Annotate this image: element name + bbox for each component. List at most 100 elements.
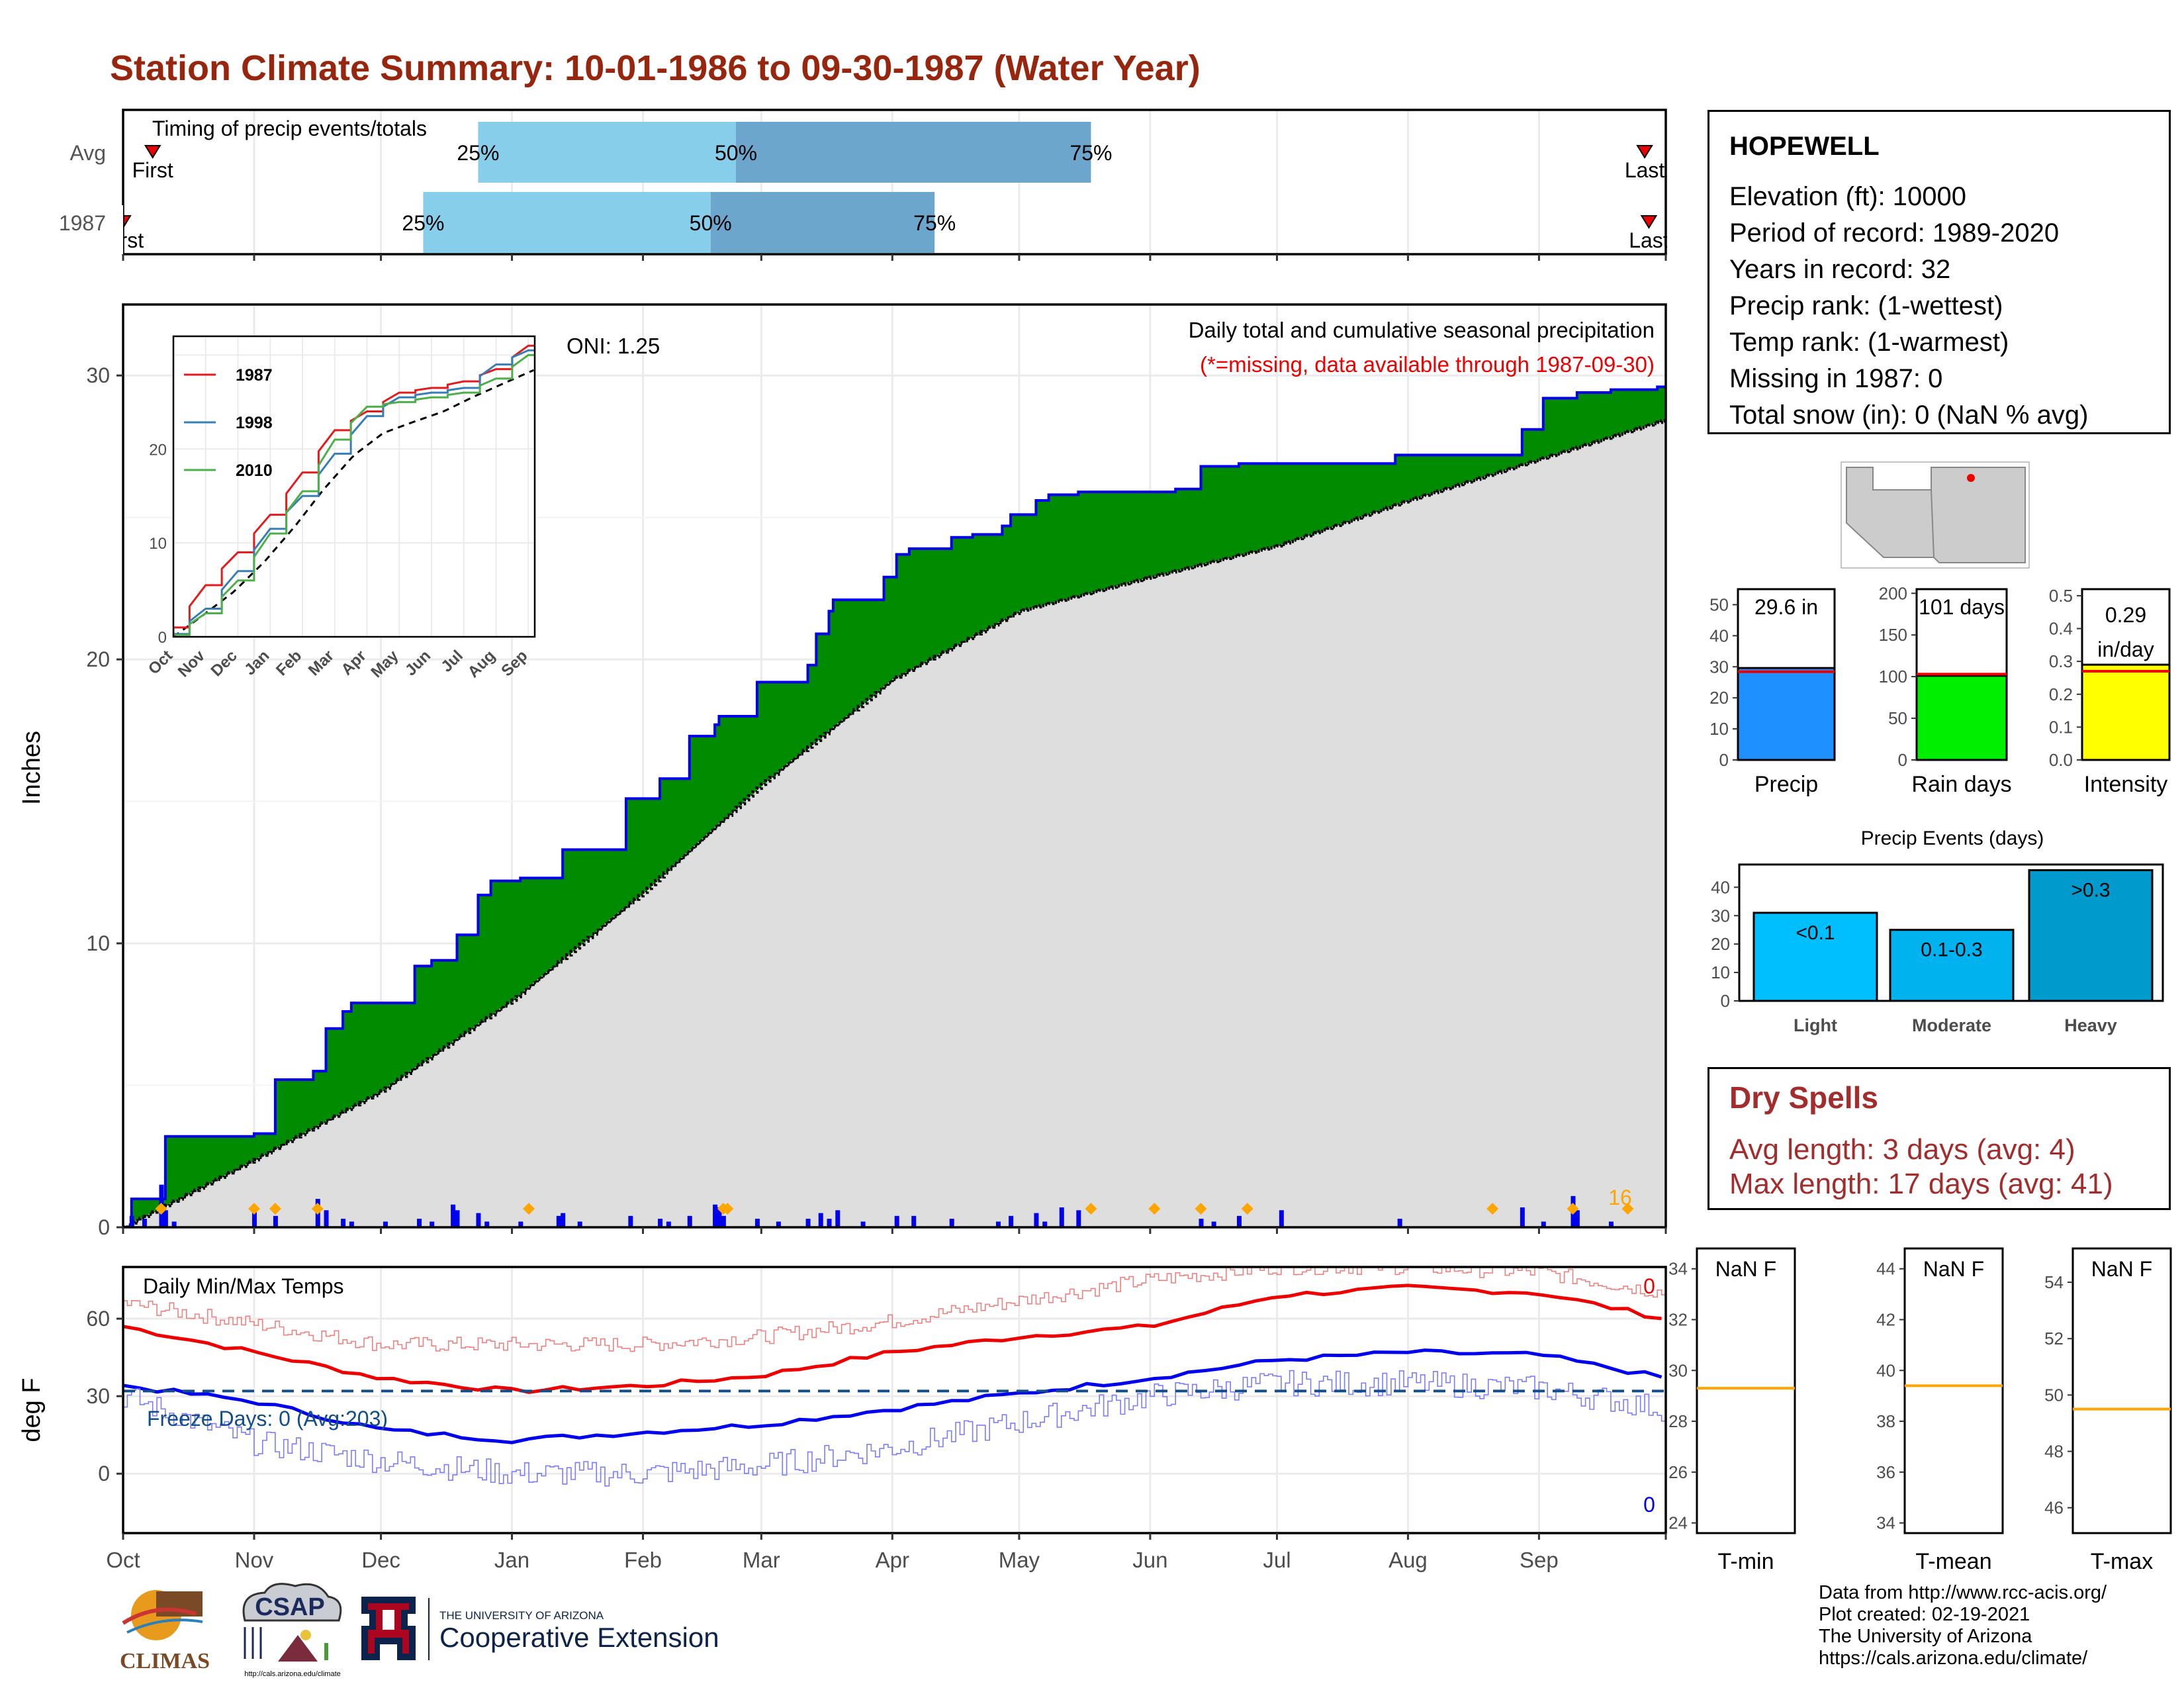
csap-logo: CSAP http://cals.arizona.edu/climate (242, 1583, 342, 1678)
events-ytick-label: 40 (1711, 877, 1730, 897)
timing-bar-50-75 (710, 192, 935, 253)
highlight-diamond (311, 1203, 324, 1215)
precip-ytick-label: 30 (86, 363, 110, 387)
inset-ytick-label: 10 (149, 535, 167, 553)
precip-ytick-label: 10 (86, 931, 110, 955)
last-event-label: Last (1625, 158, 1665, 182)
temp-title: Daily Min/Max Temps (143, 1274, 343, 1298)
temp-box-ytick-label: 34 (1668, 1259, 1688, 1279)
daily-precip-bar (1541, 1221, 1546, 1227)
inset-series-line-2010 (173, 353, 535, 637)
month-label: Jun (1132, 1548, 1167, 1572)
daily-precip-bar (1520, 1207, 1525, 1227)
summary-ytick-label: 20 (1709, 688, 1729, 708)
temp-box-ytick-label: 48 (2044, 1442, 2064, 1462)
max-temp-count: 0 (1643, 1274, 1655, 1298)
daily-precip-bar (776, 1221, 781, 1227)
temp-grid (122, 1267, 1667, 1533)
summary-ytick-label: 0 (1719, 750, 1729, 770)
last-event-marker (1640, 215, 1658, 229)
climas-logo-text: CLIMAS (120, 1649, 210, 1673)
temp-box-value: NaN F (1923, 1257, 1984, 1281)
daily-precip-bar (455, 1210, 460, 1227)
daily-precip-bar (129, 1215, 134, 1227)
percentile-label-p50: 50% (715, 141, 757, 165)
events-ytick-label: 20 (1711, 934, 1730, 954)
temp-line-max (123, 1267, 1666, 1352)
highlight-diamond (1567, 1203, 1579, 1215)
inset-ytick-label: 20 (149, 441, 167, 459)
ua-line1: THE UNIVERSITY OF ARIZONA (439, 1609, 604, 1622)
precip-title: Daily total and cumulative seasonal prec… (1189, 318, 1655, 342)
inset-ytick-label: 0 (158, 629, 167, 647)
station-elevation: Elevation (ft): 10000 (1729, 182, 1966, 211)
precip-ylabel: Inches (18, 731, 46, 805)
timing-bars (114, 122, 1658, 253)
daily-precip-bar (1397, 1219, 1402, 1227)
summary-ytick-label: 0.0 (2049, 750, 2073, 770)
min-temp-count: 0 (1643, 1493, 1655, 1517)
timing-bar-25-50 (478, 122, 737, 183)
events-ytick-label: 10 (1711, 962, 1730, 982)
highlight-diamond (1085, 1203, 1097, 1215)
summary-ytick-label: 0.3 (2049, 651, 2073, 671)
highlight-diamond (1195, 1203, 1207, 1215)
observed-cumulative-line (123, 385, 1666, 1227)
temp-box (1903, 1247, 2004, 1534)
events-category-label: Light (1794, 1015, 1837, 1035)
dry-spells-title: Dry Spells (1729, 1080, 1878, 1115)
summary-value-precip: 29.6 in (1754, 595, 1818, 619)
temp-line-avg-min (123, 1348, 1662, 1444)
credits: Data from http://www.rcc-acis.org/ Plot … (1819, 1582, 2107, 1669)
summary-ytick-label: 150 (1879, 625, 1907, 645)
precip-subtitle: (*=missing, data available through 1987-… (1200, 352, 1655, 377)
temp-box (2071, 1247, 2172, 1534)
summary-ytick-label: 50 (1888, 708, 1907, 728)
timing-left-mask (0, 205, 123, 254)
inset-xtick-label: Oct (145, 647, 176, 678)
temp-axes: 0 30 60 (86, 1307, 123, 1485)
inset-xtick-label: Apr (338, 647, 369, 679)
summary-value-intensity-unit: in/day (2097, 637, 2154, 661)
month-label: Jul (1263, 1548, 1291, 1572)
daily-precip-bar (818, 1213, 823, 1227)
temp-average-boxes: 24 26 28 30 32 34 NaN F T-min 34 36 38 40 42 44 NaN F T… (1668, 1247, 2172, 1574)
precip-frame (122, 303, 1667, 1229)
percentile-label-p75: 75% (913, 211, 956, 235)
percentile-label-p25: 25% (402, 211, 444, 235)
inset-xtick-label: Jun (402, 647, 434, 679)
summary-bar-intensity (2081, 663, 2171, 761)
station-name: HOPEWELL (1729, 132, 1880, 161)
csap-url: http://cals.arizona.edu/climate (244, 1670, 341, 1678)
credit-line: Plot created: 02-19-2021 (1819, 1604, 2030, 1625)
summary-ytick-label: 0 (1898, 750, 1907, 770)
precip-ytick-label: 20 (86, 647, 110, 671)
inset-xtick-label: Feb (273, 647, 305, 679)
month-axis: Oct Nov Dec Jan Feb Mar Apr May Jun Jul Aug Sep (106, 254, 1667, 1572)
daily-precip-bar (577, 1221, 582, 1227)
daily-precip-bar (860, 1221, 866, 1227)
daily-precip-bar (556, 1215, 561, 1227)
credit-line: https://cals.arizona.edu/climate/ (1819, 1648, 2088, 1669)
station-precip-rank: Precip rank: (1-wettest) (1729, 291, 2003, 320)
daily-precip-bar (1574, 1210, 1580, 1227)
highlight-diamond (1486, 1203, 1499, 1215)
events-bar-heavy (2028, 869, 2154, 1002)
events-bar-light (1752, 912, 1878, 1002)
events-ytick-label: 0 (1721, 991, 1730, 1011)
events-bar-label: >0.3 (2071, 880, 2110, 902)
ua-line2: Cooperative Extension (439, 1622, 719, 1653)
temp-box-ytick-label: 32 (1668, 1310, 1688, 1330)
freeze-label: Freeze Days: 0 (Avg:203) (147, 1407, 388, 1430)
temp-box-ytick-label: 26 (1668, 1462, 1688, 1482)
temp-box-ytick-label: 28 (1668, 1411, 1688, 1431)
temp-box-ytick-label: 36 (1876, 1462, 1895, 1482)
daily-precip-bar (666, 1221, 671, 1227)
events-bar-label: <0.1 (1796, 922, 1835, 944)
daily-precip-bar (1236, 1215, 1242, 1227)
highlight-diamond (1241, 1203, 1253, 1215)
last-event-label: Last (1629, 228, 1669, 252)
csap-logo-text: CSAP (255, 1593, 325, 1621)
daily-precip-bar (476, 1213, 481, 1227)
